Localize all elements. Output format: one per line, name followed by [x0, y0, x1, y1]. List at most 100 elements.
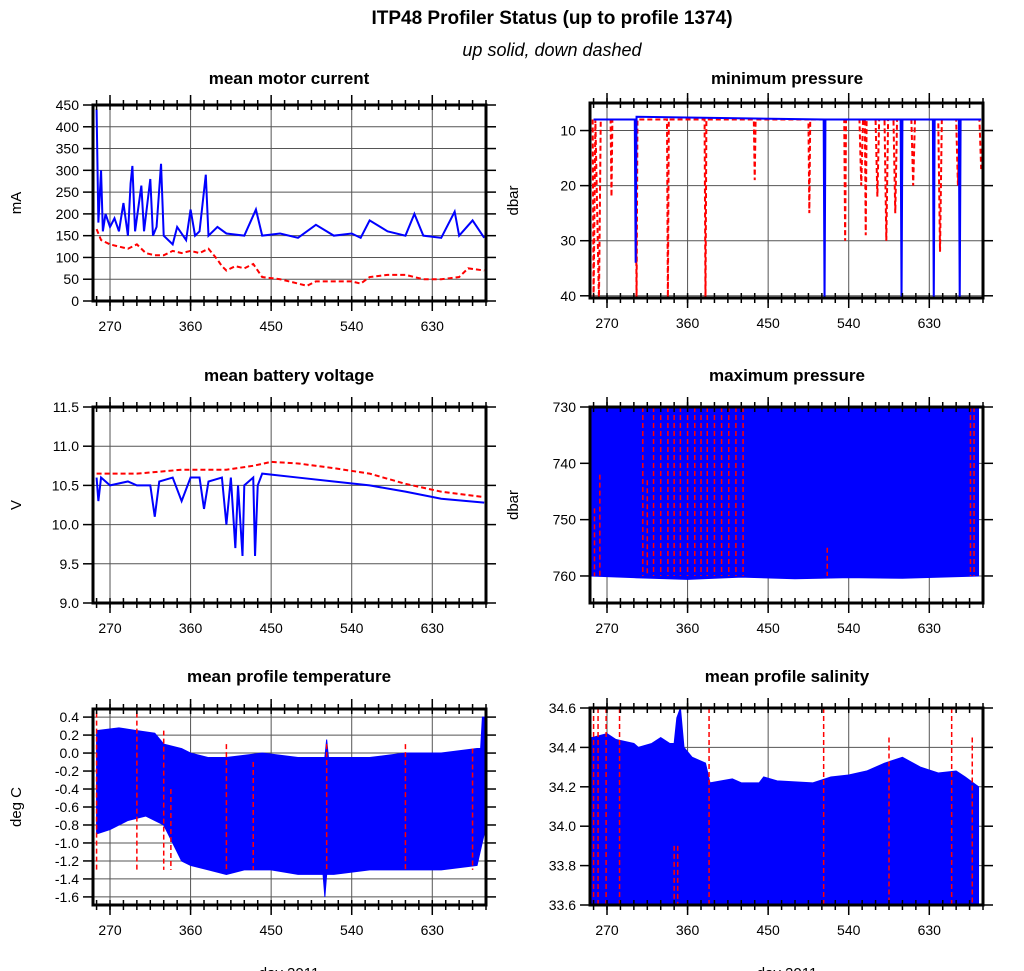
x-tick-label: 630 — [918, 922, 942, 938]
x-axis-label: day 2011 — [259, 965, 320, 971]
x-tick-label: 450 — [756, 620, 780, 636]
x-tick-label: 630 — [421, 922, 445, 938]
y-tick-label: 350 — [56, 141, 80, 157]
plot-area — [590, 407, 983, 603]
y-tick-label: -1.6 — [55, 889, 79, 905]
x-tick-label: 630 — [918, 315, 942, 331]
y-tick-label: 750 — [553, 512, 577, 528]
series-up-line — [95, 109, 486, 247]
x-tick-label: 270 — [98, 318, 122, 334]
y-tick-label: 760 — [553, 568, 577, 584]
panel-title: maximum pressure — [709, 366, 865, 385]
x-tick-label: 540 — [340, 620, 364, 636]
y-tick-label: -0.2 — [55, 763, 79, 779]
x-tick-label: 360 — [179, 318, 203, 334]
y-tick-label: -0.8 — [55, 817, 79, 833]
x-tick-label: 270 — [595, 315, 619, 331]
y-tick-label: 740 — [553, 455, 577, 471]
series-down-line — [95, 228, 485, 287]
y-tick-label: 40 — [560, 288, 576, 304]
y-tick-label: 0 — [71, 293, 79, 309]
y-tick-label: 34.0 — [549, 818, 576, 834]
panel-6: 270 360 450 540 630 33.6 33.8 34.0 34.2 34.4 34.6 m… — [549, 667, 993, 938]
series-up-band — [590, 407, 980, 580]
x-tick-label: 450 — [756, 922, 780, 938]
x-tick-label: 270 — [595, 620, 619, 636]
y-tick-label: -0.6 — [55, 799, 79, 815]
series-down-line — [96, 460, 485, 499]
panel-title: mean motor current — [209, 69, 370, 88]
plot-area — [93, 407, 486, 603]
y-tick-label: 200 — [56, 206, 80, 222]
x-tick-label: 630 — [421, 620, 445, 636]
x-tick-label: 540 — [837, 922, 861, 938]
x-tick-label: 450 — [259, 922, 283, 938]
x-tick-label: 450 — [756, 315, 780, 331]
y-tick-label: 34.4 — [549, 739, 576, 755]
panel-5: 270 360 450 540 630 -1.6 -1.4 -1.2 -1.0 -0.8 -0.6 -… — [8, 667, 496, 938]
y-axis-label: deg C — [8, 787, 25, 827]
panel-2: 270 360 450 540 630 10 20 30 40 minimum pressure d… — [505, 69, 993, 331]
panel-3: 270 360 450 540 630 9.0 9.5 10.0 10.5 11.0 11.5 mea… — [8, 366, 496, 636]
y-tick-label: 10.5 — [52, 477, 79, 493]
y-tick-label: 0.4 — [60, 709, 80, 725]
plot-area — [93, 105, 486, 301]
y-tick-label: 11.0 — [53, 438, 79, 454]
y-tick-label: 33.6 — [549, 897, 576, 913]
plot-area — [93, 709, 486, 905]
y-axis-label: dbar — [505, 185, 522, 215]
plot-area — [590, 103, 983, 298]
plot-frame — [588, 405, 985, 605]
series-up-band — [591, 708, 980, 905]
series-up-line — [95, 472, 485, 557]
x-tick-label: 630 — [421, 318, 445, 334]
y-tick-label: 10.0 — [52, 517, 79, 533]
x-tick-label: 360 — [179, 620, 203, 636]
y-tick-label: 11.5 — [53, 399, 79, 415]
y-tick-label: 34.6 — [549, 700, 576, 716]
series-down-line — [591, 118, 983, 298]
x-tick-label: 360 — [676, 315, 700, 331]
plot-frame — [91, 405, 488, 605]
plot-area — [590, 708, 983, 905]
y-tick-label: -1.4 — [55, 871, 79, 887]
y-tick-label: 9.5 — [60, 556, 80, 572]
x-tick-label: 270 — [98, 922, 122, 938]
x-tick-label: 360 — [179, 922, 203, 938]
y-axis-label: dbar — [505, 490, 522, 520]
x-tick-label: 630 — [918, 620, 942, 636]
x-tick-label: 360 — [676, 620, 700, 636]
y-tick-label: 10 — [560, 123, 576, 139]
x-tick-label: 360 — [676, 922, 700, 938]
plot-frame — [588, 706, 985, 907]
x-tick-label: 540 — [837, 620, 861, 636]
x-tick-label: 540 — [340, 318, 364, 334]
y-tick-label: 33.8 — [549, 858, 576, 874]
y-tick-label: -1.2 — [55, 853, 79, 869]
y-tick-label: 9.0 — [60, 595, 80, 611]
y-tick-label: 450 — [56, 97, 80, 113]
y-tick-label: 730 — [553, 399, 577, 415]
x-tick-label: 540 — [837, 315, 861, 331]
x-tick-label: 270 — [98, 620, 122, 636]
y-tick-label: -1.0 — [55, 835, 79, 851]
figure-subtitle: up solid, down dashed — [462, 40, 642, 60]
x-tick-label: 270 — [595, 922, 619, 938]
plot-frame — [91, 103, 488, 303]
y-tick-label: 250 — [56, 184, 80, 200]
series-up-band — [96, 716, 485, 897]
y-tick-label: 34.2 — [549, 779, 576, 795]
x-tick-label: 450 — [259, 620, 283, 636]
panel-title: mean battery voltage — [204, 366, 374, 385]
y-tick-label: 20 — [560, 178, 576, 194]
panel-4: 270 360 450 540 630 730 740 750 760 maximum press… — [505, 366, 993, 636]
y-tick-label: 30 — [560, 233, 576, 249]
y-tick-label: 0.0 — [60, 745, 80, 761]
panel-title: mean profile salinity — [705, 667, 870, 686]
y-tick-label: 300 — [56, 162, 80, 178]
y-tick-label: 0.2 — [60, 727, 80, 743]
figure-title: ITP48 Profiler Status (up to profile 137… — [371, 8, 733, 29]
y-tick-label: 50 — [63, 271, 79, 287]
y-tick-label: 150 — [56, 228, 80, 244]
